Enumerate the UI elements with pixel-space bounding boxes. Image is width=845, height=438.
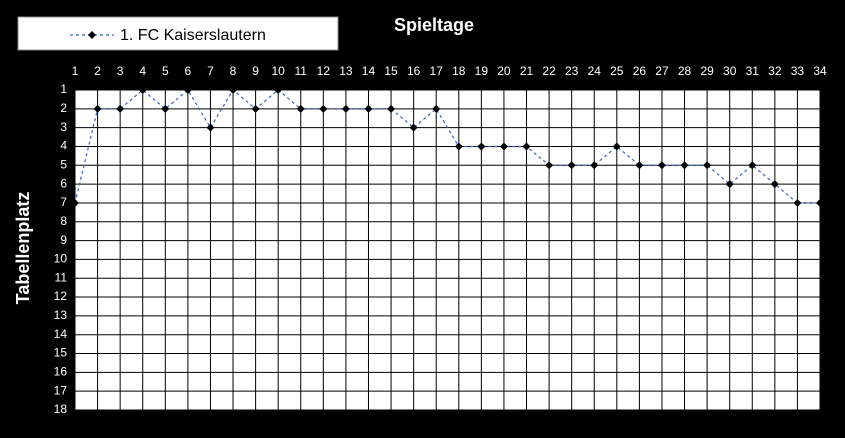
x-tick-label: 22 xyxy=(542,64,556,78)
x-tick-label: 5 xyxy=(162,64,169,78)
data-point xyxy=(703,161,712,170)
data-point xyxy=(793,198,802,207)
data-point xyxy=(477,142,486,151)
data-point xyxy=(612,142,621,151)
y-tick-label: 17 xyxy=(54,383,68,397)
y-tick-label: 5 xyxy=(60,157,67,171)
x-tick-label: 15 xyxy=(384,64,398,78)
x-tick-label: 13 xyxy=(339,64,353,78)
data-point xyxy=(432,104,441,113)
x-axis-label: Spieltage xyxy=(394,15,474,35)
data-point xyxy=(816,198,824,207)
data-point xyxy=(409,123,418,132)
y-tick-label: 14 xyxy=(54,327,68,341)
data-point xyxy=(116,104,125,113)
x-tick-label: 12 xyxy=(317,64,331,78)
x-tick-label: 11 xyxy=(295,64,308,78)
x-tick-label: 33 xyxy=(791,64,805,78)
data-point xyxy=(206,123,215,132)
data-point xyxy=(454,142,463,151)
data-point xyxy=(725,180,734,189)
x-tick-label: 28 xyxy=(678,64,692,78)
x-tick-label: 20 xyxy=(497,64,511,78)
data-point xyxy=(387,104,396,113)
x-tick-label: 29 xyxy=(700,64,714,78)
data-point xyxy=(364,104,373,113)
data-point xyxy=(274,86,283,94)
series-line xyxy=(74,89,820,204)
data-point xyxy=(635,161,644,170)
x-tick-label: 9 xyxy=(252,64,259,78)
y-axis-label: Tabellenplatz xyxy=(13,192,33,305)
data-point xyxy=(567,161,576,170)
y-tick-label: 13 xyxy=(54,308,68,322)
x-tick-label: 25 xyxy=(610,64,624,78)
x-tick-label: 8 xyxy=(230,64,237,78)
x-tick-label: 34 xyxy=(813,64,827,78)
plot-area xyxy=(75,90,820,410)
x-tick-label: 26 xyxy=(633,64,647,78)
y-tick-label: 12 xyxy=(54,289,68,303)
data-point xyxy=(296,104,305,113)
x-tick-label: 1 xyxy=(72,64,79,78)
x-tick-label: 23 xyxy=(565,64,579,78)
data-point xyxy=(748,161,757,170)
data-point xyxy=(229,86,238,94)
legend-label: 1. FC Kaiserslautern xyxy=(120,27,266,44)
y-tick-label: 3 xyxy=(60,120,67,134)
x-tick-label: 19 xyxy=(475,64,489,78)
x-tick-label: 31 xyxy=(746,64,760,78)
x-tick-label: 6 xyxy=(185,64,192,78)
data-point xyxy=(161,104,170,113)
y-tick-label: 16 xyxy=(54,365,68,379)
x-tick-label: 32 xyxy=(768,64,782,78)
x-tick-label: 4 xyxy=(139,64,146,78)
y-tick-label: 9 xyxy=(60,233,67,247)
y-tick-label: 2 xyxy=(60,101,67,115)
data-point xyxy=(183,86,192,94)
x-tick-label: 18 xyxy=(452,64,466,78)
data-point xyxy=(341,104,350,113)
x-tick-label: 10 xyxy=(272,64,286,78)
legend-marker xyxy=(88,31,96,39)
x-tick-label: 2 xyxy=(94,64,101,78)
data-point xyxy=(770,180,779,189)
x-tick-label: 17 xyxy=(430,64,444,78)
y-tick-label: 4 xyxy=(60,139,67,153)
data-point xyxy=(71,198,79,207)
x-tick-label: 30 xyxy=(723,64,737,78)
data-point xyxy=(590,161,599,170)
legend xyxy=(17,16,339,51)
x-tick-label: 16 xyxy=(407,64,421,78)
y-tick-label: 6 xyxy=(60,176,67,190)
data-point xyxy=(251,104,260,113)
y-tick-label: 18 xyxy=(54,402,68,416)
plot-border xyxy=(74,89,821,411)
data-point xyxy=(319,104,328,113)
data-point xyxy=(657,161,666,170)
y-tick-label: 1 xyxy=(60,82,67,96)
data-point xyxy=(545,161,554,170)
x-tick-label: 27 xyxy=(655,64,669,78)
y-tick-label: 8 xyxy=(60,214,67,228)
x-tick-label: 7 xyxy=(207,64,214,78)
data-point xyxy=(138,86,147,94)
x-tick-label: 24 xyxy=(588,64,602,78)
x-tick-label: 21 xyxy=(520,64,534,78)
y-tick-label: 11 xyxy=(55,270,68,284)
y-tick-label: 10 xyxy=(54,252,68,266)
data-point xyxy=(499,142,508,151)
data-point xyxy=(93,104,102,113)
x-tick-label: 3 xyxy=(117,64,124,78)
x-tick-label: 14 xyxy=(362,64,376,78)
data-point xyxy=(522,142,531,151)
y-tick-label: 15 xyxy=(54,346,68,360)
y-tick-label: 7 xyxy=(60,195,67,209)
data-point xyxy=(680,161,689,170)
